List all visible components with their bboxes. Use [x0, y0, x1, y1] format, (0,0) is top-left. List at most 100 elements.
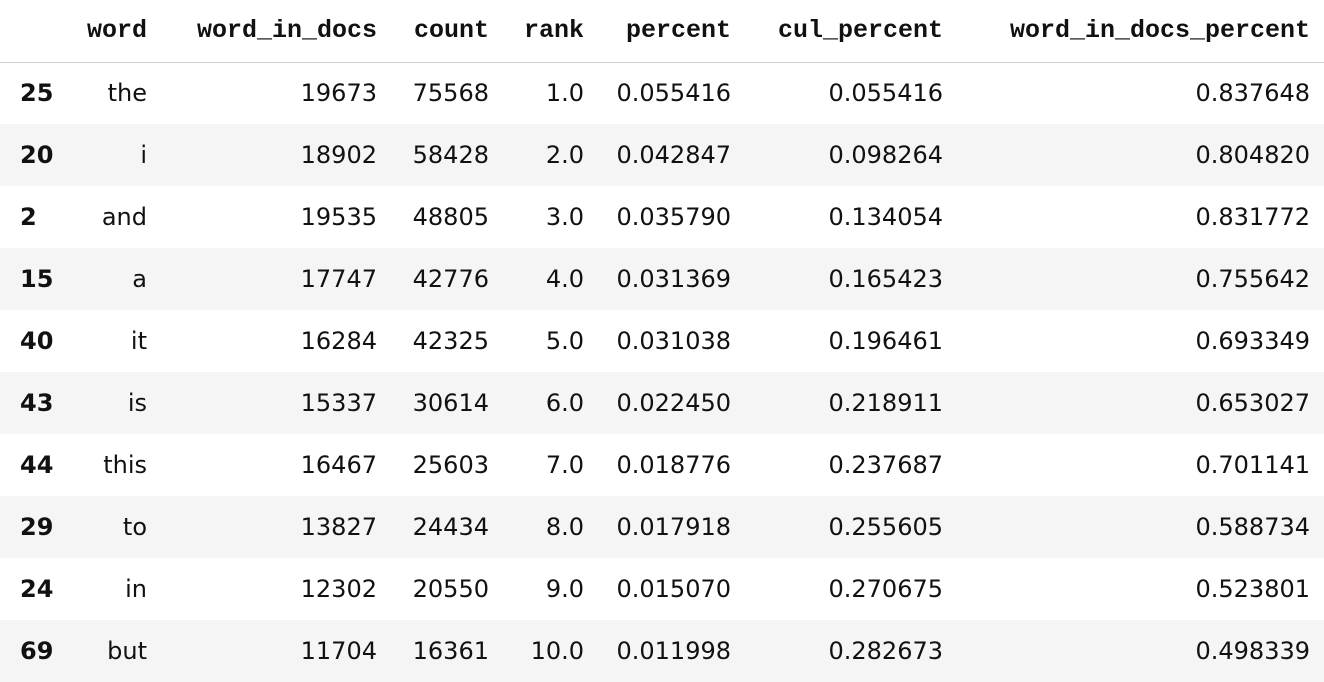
row-index: 44 [20, 451, 54, 479]
row-index: 69 [20, 637, 54, 665]
table-cell: i [140, 141, 147, 169]
table-cell: a [132, 265, 147, 293]
table-cell: 0.196461 [828, 327, 943, 355]
table-cell: 18902 [300, 141, 377, 169]
table-cell: 16467 [300, 451, 377, 479]
table-header: word word_in_docs count rank percent cul_perc… [0, 0, 1324, 63]
table-cell: 9.0 [545, 575, 584, 603]
table-cell: 19535 [300, 203, 377, 231]
table-cell: 58428 [412, 141, 489, 169]
table-cell: 0.270675 [828, 575, 943, 603]
row-index: 25 [20, 79, 54, 108]
column-header: percent [598, 0, 745, 63]
row-index: 15 [20, 265, 54, 293]
column-header: word [66, 0, 161, 63]
table-cell: 0.098264 [828, 141, 943, 169]
table-cell: 1.0 [545, 79, 584, 108]
column-header: count [391, 0, 503, 63]
table-cell: 2.0 [545, 141, 584, 169]
table-cell: 0.498339 [1195, 637, 1310, 665]
table-cell: 25603 [412, 451, 489, 479]
table-cell: 0.055416 [616, 79, 731, 108]
table-cell: 0.755642 [1195, 265, 1310, 293]
table-cell: 16284 [300, 327, 377, 355]
table-cell: 0.588734 [1195, 513, 1310, 541]
table-cell: the [107, 79, 147, 108]
table-cell: 20550 [412, 575, 489, 603]
table-row: 2 and 19535 48805 3.0 0.035790 0.134054 0.83177… [0, 186, 1324, 248]
table-cell: 0.011998 [616, 637, 731, 665]
table-row: 24 in 12302 20550 9.0 0.015070 0.270675 0.52380… [0, 558, 1324, 620]
table-cell: it [130, 327, 147, 355]
table-cell: but [107, 637, 147, 665]
table-cell: 4.0 [545, 265, 584, 293]
table-cell: in [125, 575, 147, 603]
table-cell: 7.0 [545, 451, 584, 479]
table-row: 29 to 13827 24434 8.0 0.017918 0.255605 0.58873… [0, 496, 1324, 558]
row-index: 20 [20, 141, 54, 169]
table-cell: 42776 [412, 265, 489, 293]
column-header: word_in_docs_percent [957, 0, 1324, 63]
column-header: rank [503, 0, 598, 63]
table-cell: 17747 [300, 265, 377, 293]
table-row: 25 the 19673 75568 1.0 0.055416 0.055416 0.8376… [0, 62, 1324, 124]
table-row: 20 i 18902 58428 2.0 0.042847 0.098264 0.804820 [0, 124, 1324, 186]
table-cell: 0.237687 [828, 451, 943, 479]
table-row: 43 is 15337 30614 6.0 0.022450 0.218911 0.65302… [0, 372, 1324, 434]
table-cell: 0.255605 [828, 513, 943, 541]
table-cell: this [103, 451, 147, 479]
table-row: 44 this 16467 25603 7.0 0.018776 0.237687 0.701… [0, 434, 1324, 496]
row-index: 29 [20, 513, 54, 541]
table-cell: 0.031369 [616, 265, 731, 293]
table-cell: 0.022450 [616, 389, 731, 417]
table-cell: 0.018776 [616, 451, 731, 479]
table-cell: 0.837648 [1195, 79, 1310, 108]
table-cell: 0.804820 [1195, 141, 1310, 169]
table-cell: 0.523801 [1195, 575, 1310, 603]
row-index: 24 [20, 575, 54, 603]
table-cell: 0.165423 [828, 265, 943, 293]
table-cell: 13827 [300, 513, 377, 541]
table-cell: 0.218911 [828, 389, 943, 417]
table-cell: 10.0 [530, 637, 584, 665]
table-cell: 11704 [300, 637, 377, 665]
row-index: 43 [20, 389, 54, 417]
table-cell: 15337 [300, 389, 377, 417]
column-header: cul_percent [745, 0, 957, 63]
table-cell: 0.055416 [828, 79, 943, 108]
table-cell: 42325 [412, 327, 489, 355]
table-cell: is [127, 389, 147, 417]
table-cell: 0.831772 [1195, 203, 1310, 231]
table-cell: 0.017918 [616, 513, 731, 541]
table-cell: 48805 [412, 203, 489, 231]
table-cell: 0.015070 [616, 575, 731, 603]
table-cell: 8.0 [545, 513, 584, 541]
column-header: word_in_docs [161, 0, 391, 63]
table-cell: 6.0 [545, 389, 584, 417]
table-cell: 0.031038 [616, 327, 731, 355]
table-cell: 0.134054 [828, 203, 943, 231]
table-cell: 24434 [412, 513, 489, 541]
table-cell: 12302 [300, 575, 377, 603]
row-index: 40 [20, 327, 54, 355]
table-cell: to [122, 513, 147, 541]
table-cell: 0.042847 [616, 141, 731, 169]
table-cell: 19673 [300, 79, 377, 108]
header-row: word word_in_docs count rank percent cul_perc… [0, 0, 1324, 63]
table-cell: 0.035790 [616, 203, 731, 231]
row-index: 2 [20, 203, 37, 231]
table-body: 25 the 19673 75568 1.0 0.055416 0.055416 0.8376… [0, 62, 1324, 682]
table-row: 40 it 16284 42325 5.0 0.031038 0.196461 0.69334… [0, 310, 1324, 372]
table-row: 69 but 11704 16361 10.0 0.011998 0.282673 0.498… [0, 620, 1324, 682]
table-cell: 75568 [412, 79, 489, 108]
table-cell: 16361 [412, 637, 489, 665]
table-cell: and [101, 203, 147, 231]
table-cell: 0.653027 [1195, 389, 1310, 417]
index-header [0, 0, 66, 63]
table-cell: 0.282673 [828, 637, 943, 665]
table-cell: 0.693349 [1195, 327, 1310, 355]
table-cell: 5.0 [545, 327, 584, 355]
table-cell: 0.701141 [1195, 451, 1310, 479]
